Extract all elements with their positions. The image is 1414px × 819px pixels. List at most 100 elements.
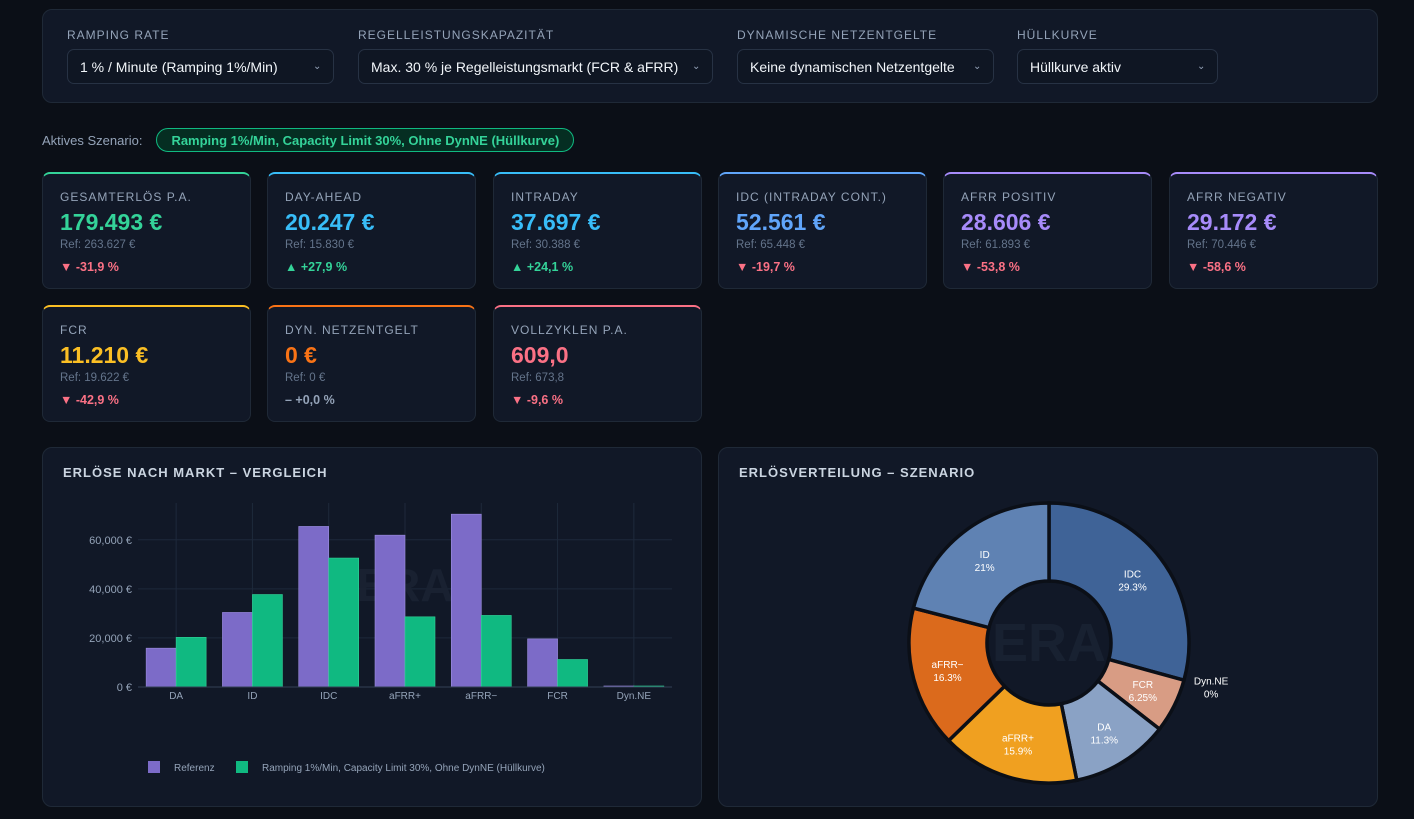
slice-label: Dyn.NE	[1194, 677, 1229, 688]
bar-chart: 0 €20,000 €40,000 €60,000 €ERADAIDIDCaFR…	[89, 503, 672, 774]
kpi-title: AFRR NEGATIV	[1187, 190, 1287, 204]
slice-label: aFRR−	[932, 660, 964, 671]
slice-label: aFRR+	[1002, 733, 1034, 744]
kpi-ref: Ref: 70.446 €	[1187, 239, 1257, 251]
kpi-ref: Ref: 19.622 €	[60, 372, 130, 384]
filter-regelleistung: REGELLEISTUNGSKAPAZITÄT Max. 30 % je Reg…	[358, 28, 713, 84]
y-tick-label: 60,000 €	[89, 535, 132, 547]
kpi-delta: ▼ -58,6 %	[1187, 260, 1246, 274]
filter-huellkurve: HÜLLKURVE Hüllkurve aktiv ⌄	[1017, 28, 1218, 84]
kpi-delta: ▼ -19,7 %	[736, 260, 795, 274]
bar-referenz	[145, 647, 177, 688]
slice-label: FCR	[1133, 680, 1154, 691]
kpi-value: 28.606 €	[961, 209, 1051, 235]
kpi-card-day-ahead: DAY-AHEAD 20.247 € Ref: 15.830 € ▲ +27,9…	[267, 172, 476, 289]
chevron-down-icon: ⌄	[692, 60, 701, 72]
kpi-value: 37.697 €	[511, 209, 601, 235]
regelleistung-select[interactable]: Max. 30 % je Regelleistungsmarkt (FCR & …	[358, 49, 713, 84]
huellkurve-select[interactable]: Hüllkurve aktiv ⌄	[1017, 49, 1218, 84]
watermark-text: ERA	[992, 613, 1106, 673]
kpi-value: 29.172 €	[1187, 209, 1277, 235]
kpi-title: FCR	[60, 323, 88, 337]
kpi-delta: ▼ -31,9 %	[60, 260, 119, 274]
slice-pct-label: 21%	[975, 563, 995, 574]
x-tick-label: ID	[247, 691, 257, 702]
slice-pct-label: 6.25%	[1129, 693, 1157, 704]
chevron-down-icon: ⌄	[973, 60, 982, 72]
filter-bar: RAMPING RATE 1 % / Minute (Ramping 1%/Mi…	[42, 9, 1378, 103]
kpi-ref: Ref: 61.893 €	[961, 239, 1031, 251]
kpi-delta: – +0,0 %	[285, 393, 335, 407]
legend-swatch	[236, 761, 248, 773]
slice-pct-label: 29.3%	[1118, 582, 1146, 593]
filter-label: RAMPING RATE	[67, 28, 170, 42]
kpi-value: 20.247 €	[285, 209, 375, 235]
donut-chart: IDC 29.3% Dyn.NE 0% FCR 6.25% DA 11.3% aFRR+ 15.9…	[907, 501, 1229, 785]
kpi-ref: Ref: 15.830 €	[285, 239, 355, 251]
kpi-title: DAY-AHEAD	[285, 190, 363, 204]
filter-label: DYNAMISCHE NETZENTGELTE	[737, 28, 938, 42]
slice-pct-label: 0%	[1204, 690, 1219, 701]
kpi-title: AFRR POSITIV	[961, 190, 1057, 204]
netzentgelte-select[interactable]: Keine dynamischen Netzentgelte ⌄	[737, 49, 994, 84]
select-value: Hüllkurve aktiv	[1030, 58, 1122, 75]
scenario-badge: Ramping 1%/Min, Capacity Limit 30%, Ohne…	[156, 128, 575, 152]
active-scenario: Aktives Szenario: Ramping 1%/Min, Capaci…	[42, 128, 575, 152]
ramping-rate-select[interactable]: 1 % / Minute (Ramping 1%/Min) ⌄	[67, 49, 334, 84]
legend-swatch	[148, 761, 160, 773]
kpi-card-dyn-netzentgelt: DYN. NETZENTGELT 0 € Ref: 0 € – +0,0 %	[267, 305, 476, 422]
slice-label: DA	[1097, 722, 1111, 733]
y-tick-label: 0 €	[117, 682, 132, 694]
select-value: Keine dynamischen Netzentgelte	[750, 58, 955, 75]
kpi-delta: ▼ -53,8 %	[961, 260, 1020, 274]
bar-scenario	[404, 616, 436, 688]
kpi-title: IDC (INTRADAY CONT.)	[736, 190, 887, 204]
kpi-value: 179.493 €	[60, 209, 163, 235]
x-tick-label: DA	[169, 691, 183, 702]
kpi-value: 11.210 €	[60, 342, 149, 368]
x-tick-label: FCR	[547, 691, 568, 702]
kpi-ref: Ref: 65.448 €	[736, 239, 806, 251]
kpi-value: 52.561 €	[736, 209, 826, 235]
bar-scenario	[252, 594, 283, 688]
bar-scenario	[480, 615, 512, 688]
slice-pct-label: 16.3%	[933, 673, 961, 684]
bar-referenz	[222, 612, 253, 688]
kpi-title: GESAMTERLÖS P.A.	[60, 190, 192, 204]
pie-chart-panel: ERLÖSVERTEILUNG – SZENARIO IDC 29.3% Dyn.N…	[718, 447, 1378, 807]
filter-label: REGELLEISTUNGSKAPAZITÄT	[358, 28, 555, 42]
donut-hole	[989, 583, 1109, 703]
bar-scenario	[328, 557, 360, 688]
slice-pct-label: 15.9%	[1004, 746, 1032, 757]
kpi-card-idc: IDC (INTRADAY CONT.) 52.561 € Ref: 65.44…	[718, 172, 927, 289]
kpi-ref: Ref: 263.627 €	[60, 239, 136, 251]
filter-ramping-rate: RAMPING RATE 1 % / Minute (Ramping 1%/Mi…	[67, 28, 334, 84]
kpi-card-afrr-positiv: AFRR POSITIV 28.606 € Ref: 61.893 € ▼ -5…	[943, 172, 1152, 289]
select-value: 1 % / Minute (Ramping 1%/Min)	[80, 58, 278, 75]
filter-label: HÜLLKURVE	[1017, 28, 1098, 42]
y-tick-label: 20,000 €	[89, 633, 132, 645]
kpi-card-gesamterloes: GESAMTERLÖS P.A. 179.493 € Ref: 263.627 …	[42, 172, 251, 289]
kpi-ref: Ref: 30.388 €	[511, 239, 581, 251]
bar-scenario	[557, 659, 588, 688]
x-tick-label: aFRR−	[465, 691, 497, 702]
slice-label: IDC	[1124, 569, 1141, 580]
bar-chart-panel: ERLÖSE NACH MARKT – VERGLEICH 0 € 20,000 …	[42, 447, 702, 807]
donut-slice-idc	[1047, 501, 1191, 683]
bar-referenz	[450, 513, 482, 688]
kpi-ref: Ref: 0 €	[285, 372, 326, 384]
x-tick-label: Dyn.NE	[617, 691, 652, 702]
x-tick-label: aFRR+	[389, 691, 421, 702]
kpi-delta: ▲ +24,1 %	[511, 260, 574, 274]
bar-scenario	[175, 637, 207, 688]
scenario-label: Aktives Szenario:	[42, 132, 143, 148]
chevron-down-icon: ⌄	[313, 60, 322, 72]
x-tick-label: IDC	[320, 691, 337, 702]
slice-label: ID	[980, 550, 990, 561]
bar-chart-title: ERLÖSE NACH MARKT – VERGLEICH	[63, 465, 328, 480]
kpi-card-intraday: INTRADAY 37.697 € Ref: 30.388 € ▲ +24,1 …	[493, 172, 702, 289]
filter-netzentgelte: DYNAMISCHE NETZENTGELTE Keine dynamische…	[737, 28, 994, 84]
legend-label: Referenz	[174, 763, 215, 774]
chevron-down-icon: ⌄	[1197, 60, 1206, 72]
pie-chart-title: ERLÖSVERTEILUNG – SZENARIO	[739, 465, 976, 480]
